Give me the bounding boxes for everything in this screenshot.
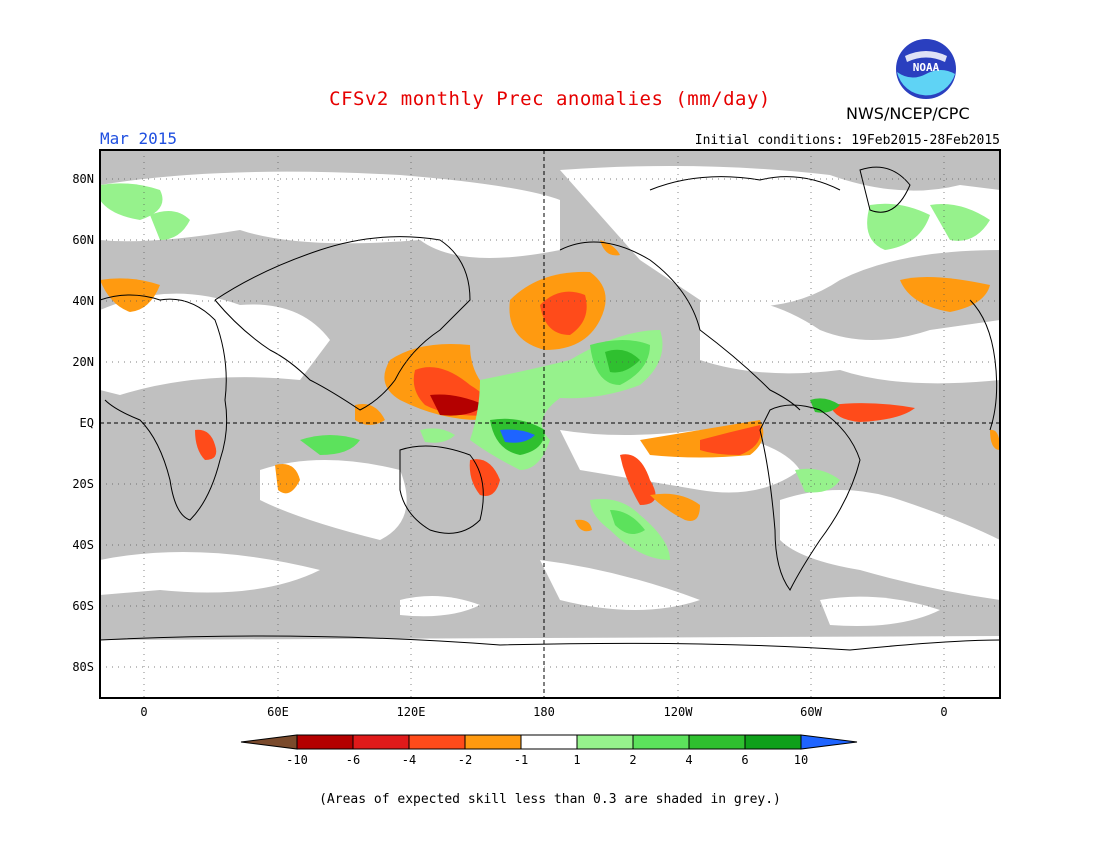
legend-label: 10 — [794, 753, 808, 767]
map-title: CFSv2 monthly Prec anomalies (mm/day) — [329, 88, 771, 110]
initial-conditions: Initial conditions: 19Feb2015-28Feb2015 — [694, 133, 1000, 148]
organization-label: NWS/NCEP/CPC — [846, 104, 970, 123]
lon-labels: 0 60E 120E 180 120W 60W 0 — [140, 705, 947, 719]
graticule — [100, 150, 1000, 698]
lon-label: 0 — [940, 705, 947, 719]
lon-label: 60W — [800, 705, 822, 719]
lat-label: 20S — [72, 477, 94, 491]
lat-label: 60S — [72, 599, 94, 613]
lon-label: 60E — [267, 705, 289, 719]
reference-lines — [100, 150, 1000, 698]
lat-label: 80N — [72, 172, 94, 186]
legend-label: 6 — [741, 753, 748, 767]
map-frame — [99, 149, 1001, 699]
legend-swatch — [688, 734, 746, 750]
legend-label: -4 — [402, 753, 416, 767]
coastlines — [99, 166, 1001, 651]
lon-label: 120W — [664, 705, 694, 719]
legend-swatch — [296, 734, 354, 750]
lat-label: 40N — [72, 294, 94, 308]
noaa-logo: NOAA — [896, 39, 956, 99]
legend-label: 4 — [685, 753, 692, 767]
lat-label: 80S — [72, 660, 94, 674]
lon-label: 120E — [397, 705, 426, 719]
lat-label: 20N — [72, 355, 94, 369]
lon-label: 180 — [533, 705, 555, 719]
wet-anomalies — [100, 183, 990, 560]
legend-swatch — [408, 734, 466, 750]
lat-label: 40S — [72, 538, 94, 552]
lat-label: 60N — [72, 233, 94, 247]
legend-label: 2 — [629, 753, 636, 767]
color-legend: -10 -6 -4 -2 -1 1 2 4 6 10 — [240, 734, 858, 767]
lat-labels: 80N 60N 40N 20N EQ 20S 40S 60S 80S — [72, 172, 94, 674]
legend-label: -10 — [286, 753, 308, 767]
legend-label: -1 — [514, 753, 528, 767]
dry-anomalies — [100, 240, 1000, 532]
legend-label: 1 — [573, 753, 580, 767]
legend-swatch — [576, 734, 634, 750]
legend-swatch — [464, 734, 522, 750]
lon-label: 0 — [140, 705, 147, 719]
legend-swatch — [632, 734, 690, 750]
legend-label: -2 — [458, 753, 472, 767]
legend-arrow-low — [240, 734, 298, 750]
legend-arrow-high — [800, 734, 858, 750]
forecast-month: Mar 2015 — [100, 129, 178, 148]
legend-swatch — [352, 734, 410, 750]
skill-note: (Areas of expected skill less than 0.3 a… — [319, 792, 781, 807]
legend-label: -6 — [346, 753, 360, 767]
legend-swatch — [520, 734, 578, 750]
legend-swatch — [744, 734, 802, 750]
lat-label: EQ — [80, 416, 94, 430]
svg-text:NOAA: NOAA — [913, 61, 940, 74]
